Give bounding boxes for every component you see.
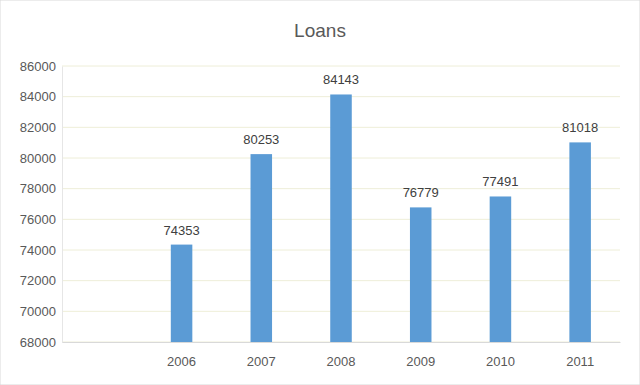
background <box>0 0 640 385</box>
y-axis: 68000 70000 72000 74000 76000 78000 80000 82000… <box>20 59 63 350</box>
y-tick: 76000 <box>20 212 62 227</box>
data-labels: 74353 80253 84143 76779 77491 81018 <box>163 72 598 237</box>
y-axis-line <box>62 67 63 343</box>
x-axis: 2006 2007 2008 2009 2010 2011 <box>63 342 621 369</box>
bar <box>410 207 432 342</box>
y-tick-label: 82000 <box>20 120 56 135</box>
bar <box>251 154 273 342</box>
y-tick-label: 68000 <box>20 335 56 350</box>
y-tick-label: 80000 <box>20 151 56 166</box>
x-tick-label: 2009 <box>406 354 435 369</box>
data-label: 80253 <box>243 132 279 147</box>
y-tick-label: 78000 <box>20 181 56 196</box>
x-axis-line <box>63 342 621 343</box>
data-label: 84143 <box>323 72 359 87</box>
chart: Loans 68000 70000 72000 74000 76000 78000 80000… <box>0 0 640 385</box>
x-tick-label: 2010 <box>486 354 515 369</box>
y-tick-label: 86000 <box>20 59 56 74</box>
y-tick-label: 76000 <box>20 212 56 227</box>
y-tick: 74000 <box>20 243 62 258</box>
bar <box>171 245 193 342</box>
y-tick-label: 84000 <box>20 89 56 104</box>
title: Loans <box>294 20 346 41</box>
y-tick: 82000 <box>20 120 62 135</box>
y-tick-label: 72000 <box>20 273 56 288</box>
y-tick-label: 70000 <box>20 304 56 319</box>
y-tick: 80000 <box>20 151 62 166</box>
x-tick: 2007 <box>247 342 276 369</box>
data-label: 76779 <box>403 185 439 200</box>
x-tick-label: 2011 <box>566 354 594 369</box>
bar <box>490 196 512 342</box>
y-tick: 84000 <box>20 89 62 104</box>
grid <box>62 66 620 342</box>
y-tick: 86000 <box>20 59 62 74</box>
y-tick: 70000 <box>20 304 62 319</box>
x-tick: 2009 <box>406 342 435 369</box>
y-tick: 78000 <box>20 181 62 196</box>
bar <box>569 142 591 342</box>
bars <box>171 94 591 342</box>
x-tick: 2011 <box>566 342 594 369</box>
x-tick: 2006 <box>167 342 196 369</box>
bar <box>330 94 352 342</box>
data-label: 81018 <box>562 120 598 135</box>
data-label: 77491 <box>482 174 518 189</box>
y-tick-label: 74000 <box>20 243 56 258</box>
y-tick: 72000 <box>20 273 62 288</box>
data-label: 74353 <box>163 223 199 238</box>
x-tick-label: 2006 <box>167 354 196 369</box>
x-tick: 2010 <box>486 342 515 369</box>
x-tick: 2008 <box>327 342 356 369</box>
x-tick-label: 2007 <box>247 354 276 369</box>
x-tick-label: 2008 <box>327 354 356 369</box>
grid-line <box>62 66 620 67</box>
y-tick: 68000 <box>20 335 62 350</box>
